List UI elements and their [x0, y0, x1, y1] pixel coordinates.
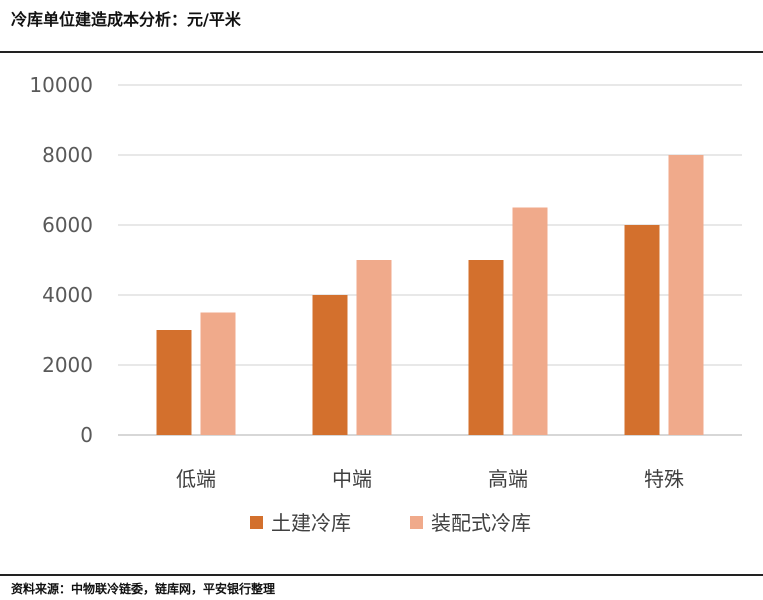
source-note: 资料来源：中物联冷链委，链库网，平安银行整理: [11, 582, 276, 596]
x-tick-label: 高端: [488, 467, 528, 491]
bar-civil: [312, 295, 348, 435]
y-tick-label: 8000: [42, 143, 93, 167]
bar-civil: [156, 330, 192, 435]
bar-civil: [468, 260, 504, 435]
bar-civil: [624, 225, 660, 435]
y-tick-label: 0: [80, 423, 93, 447]
legend-label: 装配式冷库: [431, 511, 531, 535]
legend-label: 土建冷库: [271, 511, 351, 535]
bar-prefab: [668, 155, 704, 435]
bar-prefab: [512, 207, 548, 435]
legend-swatch: [410, 516, 423, 529]
x-tick-label: 中端: [332, 467, 372, 491]
bottom-divider: [0, 574, 763, 576]
y-tick-label: 10000: [29, 73, 93, 97]
bar-prefab: [356, 260, 392, 435]
top-divider: [0, 51, 763, 53]
x-tick-label: 低端: [176, 467, 216, 491]
legend-swatch: [250, 516, 263, 529]
chart-title: 冷库单位建造成本分析：元/平米: [11, 10, 241, 29]
bar-prefab: [200, 312, 236, 435]
y-tick-label: 6000: [42, 213, 93, 237]
x-tick-label: 特殊: [644, 467, 684, 491]
y-tick-label: 4000: [42, 283, 93, 307]
y-tick-label: 2000: [42, 353, 93, 377]
